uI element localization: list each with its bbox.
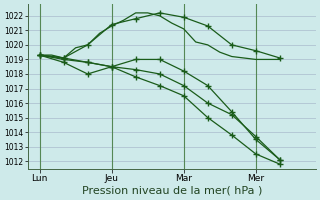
X-axis label: Pression niveau de la mer( hPa ): Pression niveau de la mer( hPa ) (82, 186, 262, 196)
